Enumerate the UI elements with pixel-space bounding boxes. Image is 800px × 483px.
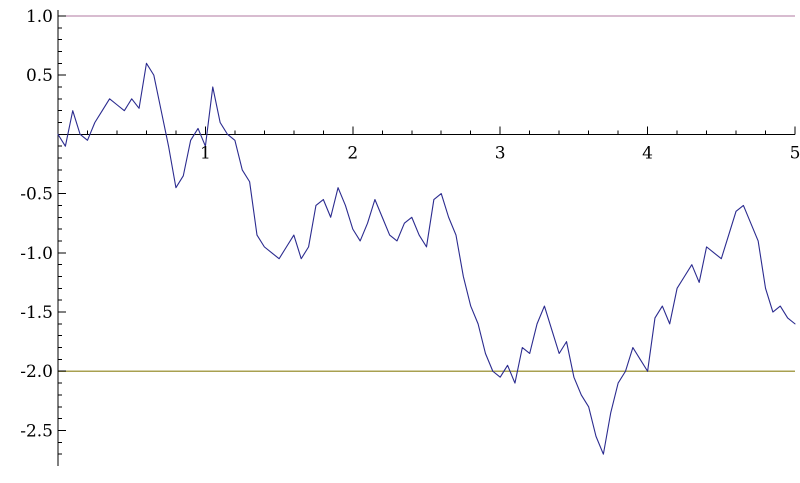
y-tick-label-6: 0.5 — [26, 66, 53, 86]
y-tick-label-4: -1.0 — [20, 244, 53, 264]
y-tick-label-2: -2.0 — [20, 362, 53, 382]
y-tick-label-7: 1.0 — [26, 7, 53, 27]
x-tick-label-4: 4 — [642, 143, 653, 163]
x-tick-label-1: 1 — [200, 143, 211, 163]
x-axis-ticks — [86, 126, 796, 135]
x-tick-label-3: 3 — [495, 143, 506, 163]
y-tick-label-5: -0.5 — [20, 185, 53, 205]
y-axis-ticks — [58, 15, 66, 455]
x-tick-label-5: 5 — [790, 143, 800, 163]
y-tick-label-3: -1.5 — [20, 303, 53, 323]
x-tick-label-2: 2 — [347, 143, 358, 163]
y-tick-label-1: -2.5 — [20, 421, 53, 441]
y-axis-tick-labels: -2.5 -2.0 -1.5 -1.0 -0.5 0.5 1.0 — [20, 7, 53, 442]
x-axis-tick-labels: 1 2 3 4 5 — [200, 143, 800, 163]
series-line — [57, 62, 796, 455]
